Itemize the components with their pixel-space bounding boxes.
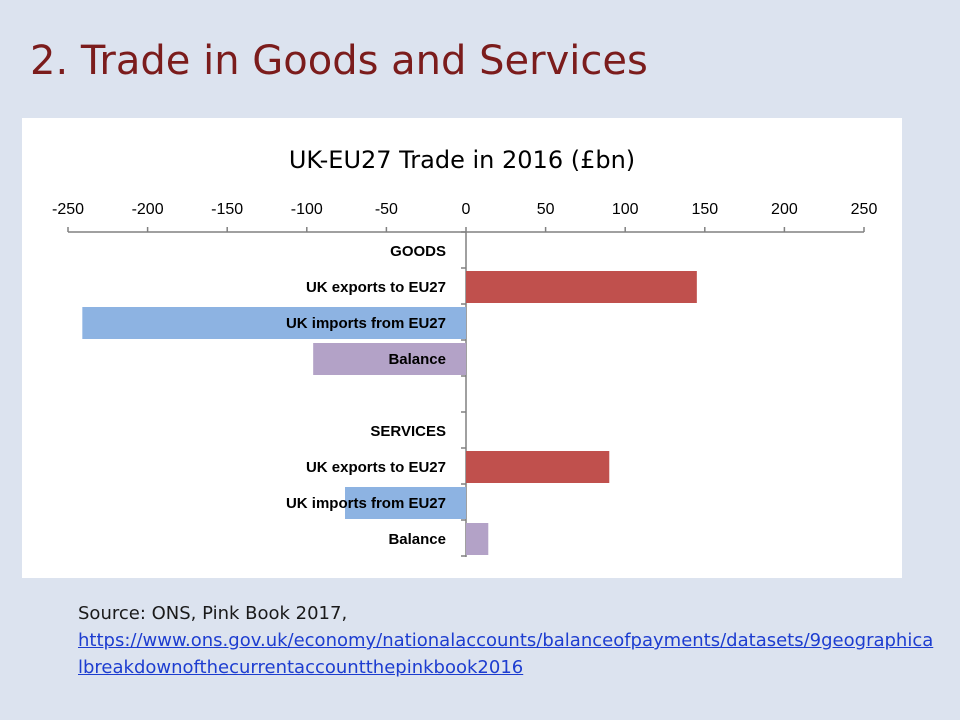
source-link[interactable]: https://www.ons.gov.uk/economy/nationala… [78,630,934,678]
source-note: Source: ONS, Pink Book 2017, https://www… [78,600,938,681]
x-tick-label: 150 [691,201,718,218]
x-tick-label: 0 [462,201,471,218]
x-tick-label: -100 [291,201,323,218]
x-tick-label: 200 [771,201,798,218]
x-tick-label: 250 [851,201,878,218]
category-label: Balance [388,531,446,548]
trade-chart: UK-EU27 Trade in 2016 (£bn) -250 -200 -150… [22,118,902,578]
bar-imports [82,307,466,339]
bar-exports [466,271,697,303]
category-label: UK exports to EU27 [306,459,446,476]
x-axis: -250 -200 -150 -100 -50 0 50 100 150 200 250 [52,201,877,557]
category-labels: GOODS UK exports to EU27 UK imports from E… [286,243,446,548]
x-tick-label: -50 [375,201,398,218]
slide-title: 2. Trade in Goods and Services [30,38,648,84]
x-tick-label: 50 [537,201,555,218]
x-tick-label: -150 [211,201,243,218]
x-tick-label: -200 [132,201,164,218]
x-tick-label: 100 [612,201,639,218]
category-label: UK imports from EU27 [286,495,446,512]
trade-chart-svg: UK-EU27 Trade in 2016 (£bn) -250 -200 -150… [52,146,877,557]
source-prefix: Source: ONS, Pink Book 2017, [78,603,348,624]
x-tick-label: -250 [52,201,84,218]
category-label: UK exports to EU27 [306,279,446,296]
bar-balance [313,343,466,375]
bar-imports [345,487,466,519]
category-label: SERVICES [370,423,446,440]
bars [82,271,697,555]
category-label: GOODS [390,243,446,260]
category-label: Balance [388,351,446,368]
bar-balance [466,523,489,555]
bar-exports [466,451,610,483]
category-label: UK imports from EU27 [286,315,446,332]
chart-title: UK-EU27 Trade in 2016 (£bn) [289,146,635,174]
